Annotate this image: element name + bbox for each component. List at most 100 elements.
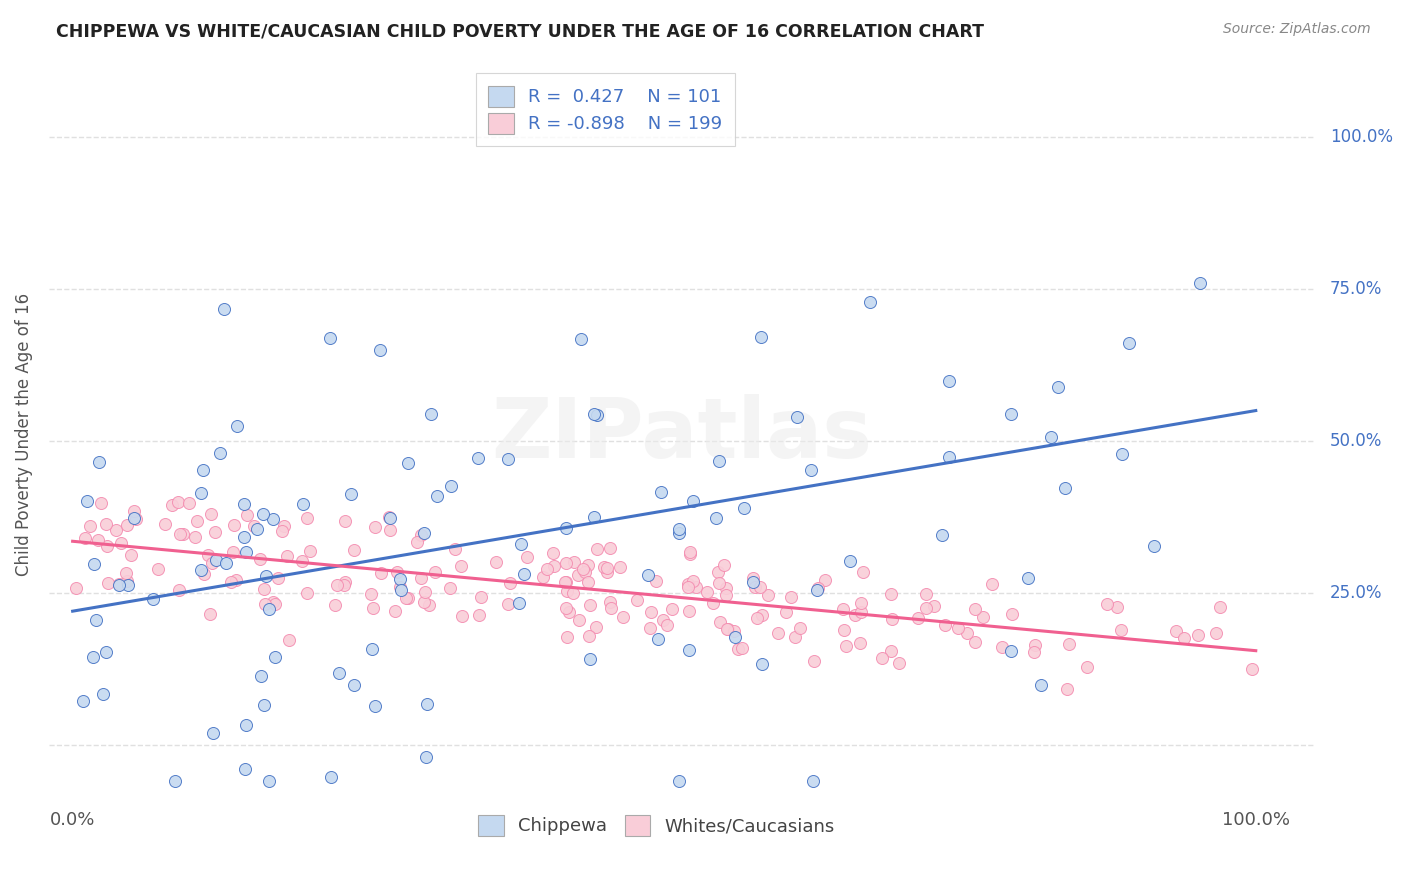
- Point: [467, 450, 489, 465]
- Point: [415, 749, 437, 764]
- Text: 75.0%: 75.0%: [1330, 280, 1382, 298]
- Text: 50.0%: 50.0%: [1330, 432, 1382, 450]
- Point: [201, 726, 224, 740]
- Point: [226, 418, 249, 433]
- Point: [707, 565, 730, 579]
- Point: [278, 632, 301, 647]
- Point: [148, 562, 170, 576]
- Point: [193, 567, 215, 582]
- Point: [1188, 276, 1211, 290]
- Point: [650, 484, 672, 499]
- Point: [340, 487, 363, 501]
- Point: [849, 595, 872, 609]
- Point: [934, 618, 956, 632]
- Point: [363, 698, 385, 713]
- Point: [516, 549, 538, 564]
- Point: [94, 516, 117, 531]
- Point: [108, 578, 131, 592]
- Point: [661, 601, 683, 615]
- Point: [685, 580, 707, 594]
- Point: [839, 554, 862, 568]
- Point: [600, 600, 623, 615]
- Point: [596, 566, 619, 580]
- Point: [450, 609, 472, 624]
- Point: [709, 615, 731, 629]
- Point: [82, 650, 104, 665]
- Point: [716, 622, 738, 636]
- Point: [907, 611, 929, 625]
- Point: [733, 501, 755, 516]
- Point: [86, 614, 108, 628]
- Point: [948, 621, 970, 635]
- Point: [1076, 660, 1098, 674]
- Point: [184, 529, 207, 543]
- Point: [208, 446, 231, 460]
- Point: [730, 641, 752, 656]
- Point: [647, 632, 669, 646]
- Point: [599, 541, 621, 555]
- Point: [172, 527, 194, 541]
- Point: [1109, 623, 1132, 637]
- Point: [980, 577, 1002, 591]
- Point: [655, 618, 678, 632]
- Point: [291, 554, 314, 568]
- Point: [396, 456, 419, 470]
- Point: [87, 455, 110, 469]
- Point: [468, 608, 491, 623]
- Point: [1053, 481, 1076, 495]
- Point: [160, 498, 183, 512]
- Point: [766, 625, 789, 640]
- Point: [167, 495, 190, 509]
- Point: [253, 698, 276, 712]
- Point: [191, 463, 214, 477]
- Point: [418, 598, 440, 612]
- Point: [1240, 662, 1263, 676]
- Point: [803, 654, 825, 668]
- Point: [297, 511, 319, 525]
- Point: [1022, 644, 1045, 658]
- Point: [775, 605, 797, 619]
- Point: [328, 665, 350, 680]
- Point: [323, 599, 346, 613]
- Point: [190, 485, 212, 500]
- Point: [956, 626, 979, 640]
- Point: [599, 595, 621, 609]
- Point: [831, 601, 853, 615]
- Point: [263, 597, 285, 611]
- Point: [485, 555, 508, 569]
- Point: [179, 496, 201, 510]
- Point: [115, 574, 138, 588]
- Point: [531, 570, 554, 584]
- Point: [1047, 380, 1070, 394]
- Point: [385, 565, 408, 579]
- Point: [637, 568, 659, 582]
- Point: [852, 565, 875, 579]
- Point: [882, 612, 904, 626]
- Point: [299, 543, 322, 558]
- Point: [425, 565, 447, 579]
- Point: [97, 575, 120, 590]
- Point: [76, 494, 98, 508]
- Point: [498, 576, 520, 591]
- Point: [73, 531, 96, 545]
- Point: [262, 595, 284, 609]
- Point: [125, 512, 148, 526]
- Point: [122, 510, 145, 524]
- Point: [409, 527, 432, 541]
- Point: [252, 507, 274, 521]
- Point: [117, 578, 139, 592]
- Point: [800, 463, 823, 477]
- Point: [388, 581, 411, 595]
- Point: [204, 524, 226, 539]
- Point: [931, 528, 953, 542]
- Point: [165, 774, 187, 789]
- Point: [536, 562, 558, 576]
- Point: [915, 587, 938, 601]
- Point: [370, 566, 392, 580]
- Point: [554, 574, 576, 589]
- Point: [990, 640, 1012, 654]
- Point: [115, 517, 138, 532]
- Point: [215, 556, 238, 570]
- Point: [713, 558, 735, 573]
- Point: [723, 630, 745, 644]
